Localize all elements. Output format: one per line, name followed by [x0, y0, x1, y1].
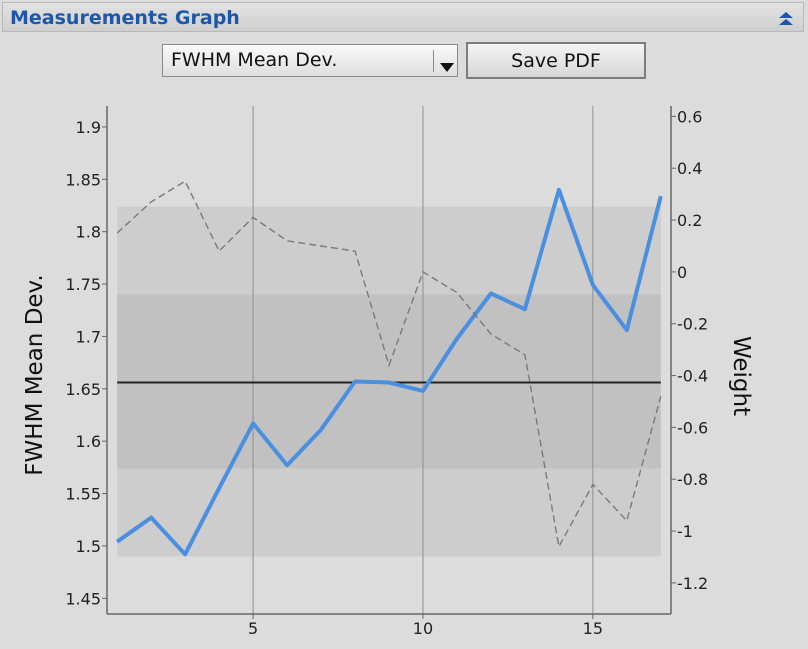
y-tick-label: 1.8: [76, 223, 101, 242]
y2-tick-label: 0.6: [677, 107, 702, 126]
y2-tick-label: 0.4: [677, 159, 702, 178]
series-weight-line: [116, 180, 662, 549]
y2-tick-label: 0.2: [677, 211, 702, 230]
y2-tick-label: 0: [677, 263, 687, 282]
y2-tick-label: -0.6: [677, 418, 708, 437]
axes-layer: [106, 106, 672, 615]
y-tick-label: 1.55: [65, 485, 101, 504]
x-tick-label: 15: [583, 619, 603, 638]
y-tick-label: 1.85: [65, 170, 101, 189]
y-tick-label: 1.7: [76, 327, 101, 346]
save-pdf-button[interactable]: Save PDF: [466, 42, 646, 79]
series-fwhm-line: [116, 187, 663, 557]
triangle-down-icon[interactable]: [440, 57, 454, 72]
grid-layer: [252, 106, 594, 614]
series-layer: [116, 180, 663, 557]
x-tick-label: 10: [413, 619, 433, 638]
y-tick-label: 1.9: [76, 118, 101, 137]
metric-select[interactable]: FWHM Mean Dev.: [162, 44, 458, 77]
y2-tick-label: -0.2: [677, 315, 708, 334]
y2-tick-label: -1: [677, 522, 693, 541]
select-divider: [433, 50, 434, 72]
panel-title: Measurements Graph: [10, 7, 240, 29]
y-tick-label: 1.65: [65, 380, 101, 399]
x-tick-label: 5: [248, 619, 258, 638]
y2-tick-label: -0.8: [677, 470, 708, 489]
ticks-layer: 1.45 1.5 1.55 1.6 1.65 1.7 1.75 1.8 1.85 1.9 -1.2 -…: [65, 107, 708, 638]
y-tick-label: 1.75: [65, 275, 101, 294]
y-tick-label: 1.6: [76, 432, 101, 451]
y-tick-label: 1.5: [76, 537, 101, 556]
y-tick-label: 1.45: [65, 589, 101, 608]
y2-tick-label: -0.4: [677, 367, 708, 386]
metric-select-value: FWHM Mean Dev.: [171, 49, 338, 71]
y2-tick-label: -1.2: [677, 574, 708, 593]
panel-header: Measurements Graph: [2, 2, 804, 32]
double-chevron-up-icon[interactable]: [777, 10, 795, 26]
y-axis-title: FWHM Mean Dev.: [22, 274, 48, 475]
y2-axis-title: Weight: [728, 336, 754, 416]
